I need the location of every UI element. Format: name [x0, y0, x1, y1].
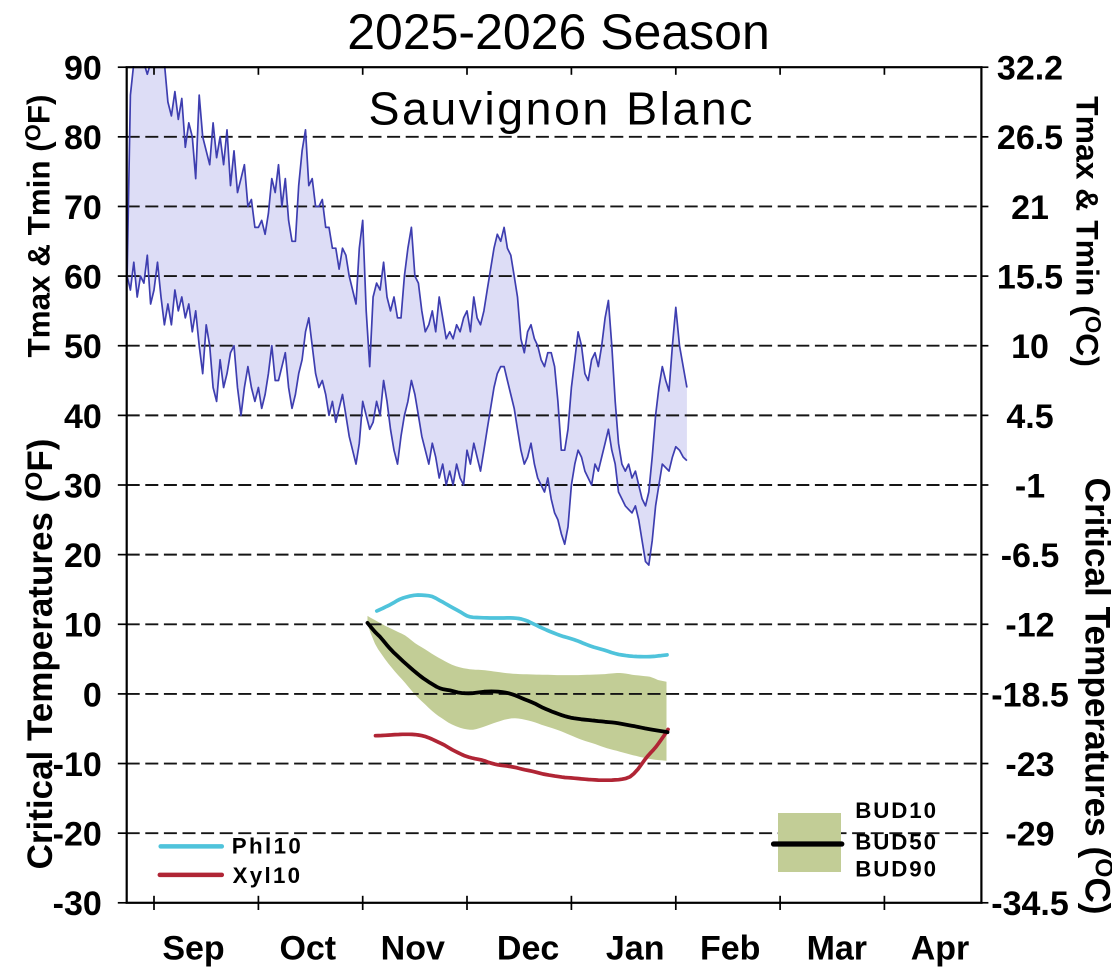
svg-text:BUD50: BUD50 [855, 829, 938, 854]
svg-text:20: 20 [64, 537, 102, 575]
svg-text:Critical Temperatures (OC): Critical Temperatures (OC) [1077, 478, 1112, 915]
svg-text:Mar: Mar [807, 930, 867, 968]
svg-text:80: 80 [64, 119, 102, 157]
svg-text:BUD90: BUD90 [855, 856, 938, 881]
svg-text:Apr: Apr [911, 930, 970, 968]
svg-text:Nov: Nov [381, 930, 445, 968]
svg-text:BUD10: BUD10 [855, 798, 938, 823]
svg-text:Xyl10: Xyl10 [233, 863, 303, 888]
svg-text:-23: -23 [1005, 746, 1054, 784]
svg-text:Feb: Feb [700, 930, 760, 968]
svg-text:90: 90 [64, 50, 102, 88]
svg-text:-12: -12 [1005, 607, 1054, 645]
svg-text:-29: -29 [1005, 816, 1054, 854]
svg-text:Dec: Dec [497, 930, 559, 968]
svg-text:Jan: Jan [606, 930, 665, 968]
svg-text:-30: -30 [53, 885, 102, 923]
svg-text:60: 60 [64, 259, 102, 297]
svg-text:-10: -10 [53, 746, 102, 784]
svg-text:26.5: 26.5 [997, 119, 1063, 157]
svg-text:30: 30 [64, 467, 102, 505]
svg-text:10: 10 [1011, 328, 1049, 366]
svg-text:32.2: 32.2 [997, 50, 1063, 88]
svg-text:-18.5: -18.5 [991, 676, 1069, 714]
svg-text:40: 40 [64, 398, 102, 436]
svg-text:-6.5: -6.5 [1001, 537, 1060, 575]
svg-text:2025-2026 Season: 2025-2026 Season [347, 4, 770, 60]
svg-text:-34.5: -34.5 [991, 885, 1069, 923]
svg-text:Sauvignon Blanc: Sauvignon Blanc [368, 83, 755, 135]
svg-text:-1: -1 [1015, 467, 1045, 505]
svg-text:Sep: Sep [162, 930, 224, 968]
svg-text:21: 21 [1011, 189, 1049, 227]
svg-text:4.5: 4.5 [1006, 398, 1053, 436]
svg-text:0: 0 [83, 676, 102, 714]
svg-text:10: 10 [64, 607, 102, 645]
svg-text:50: 50 [64, 328, 102, 366]
svg-text:Phl10: Phl10 [232, 834, 304, 859]
svg-text:-20: -20 [53, 816, 102, 854]
svg-text:15.5: 15.5 [997, 259, 1063, 297]
svg-text:Oct: Oct [279, 930, 336, 968]
svg-text:70: 70 [64, 189, 102, 227]
svg-text:Critical Temperatures (OF): Critical Temperatures (OF) [21, 439, 60, 870]
